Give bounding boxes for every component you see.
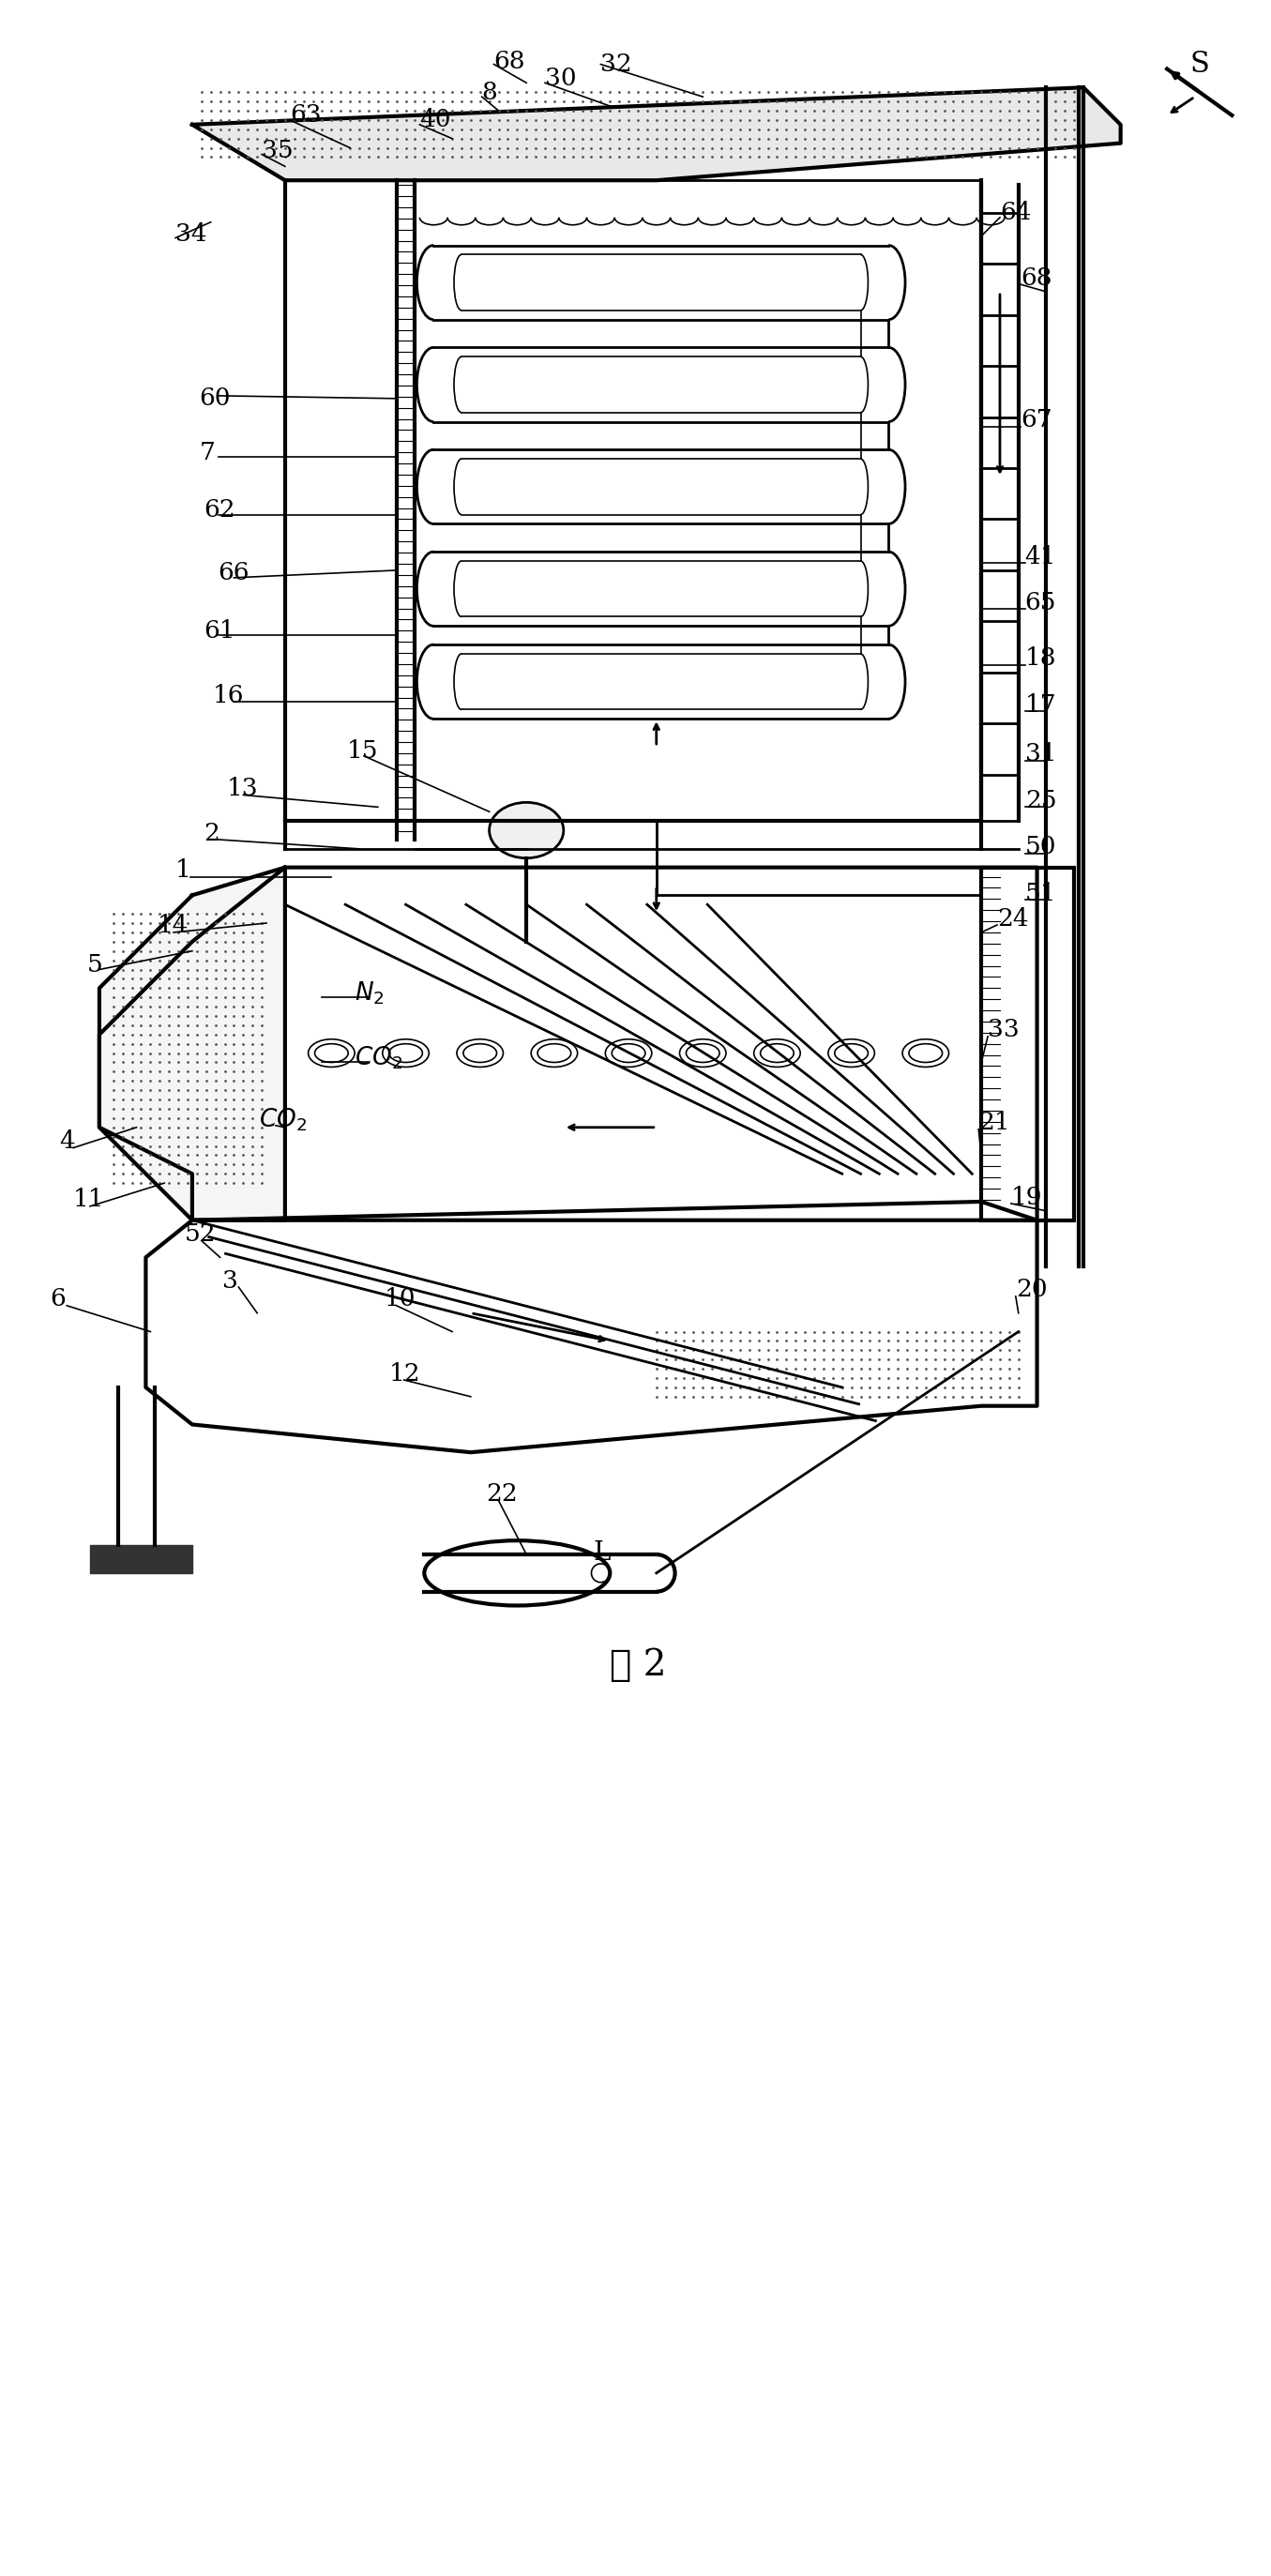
Text: 3: 3 — [222, 1270, 238, 1293]
Bar — [981, 868, 1074, 1221]
Text: 65: 65 — [1024, 590, 1056, 616]
Text: 24: 24 — [998, 907, 1028, 930]
Polygon shape — [192, 88, 1121, 180]
Text: 13: 13 — [226, 778, 258, 801]
Text: 64: 64 — [1000, 201, 1031, 224]
Text: 52: 52 — [184, 1224, 216, 1247]
Text: 7: 7 — [200, 440, 216, 464]
Text: 21: 21 — [979, 1110, 1010, 1133]
Polygon shape — [99, 868, 285, 1221]
Text: 14: 14 — [156, 914, 188, 938]
Text: 40: 40 — [419, 108, 451, 131]
Text: 30: 30 — [545, 67, 577, 90]
Text: 17: 17 — [1024, 693, 1056, 716]
Text: 66: 66 — [219, 562, 249, 585]
Text: 34: 34 — [175, 222, 207, 245]
Text: 63: 63 — [290, 103, 322, 126]
Text: 60: 60 — [198, 386, 230, 410]
Text: 2: 2 — [203, 822, 219, 845]
Text: $CO_2$: $CO_2$ — [355, 1043, 403, 1072]
Text: 35: 35 — [262, 139, 294, 162]
Text: 6: 6 — [50, 1288, 66, 1311]
Text: 68: 68 — [494, 49, 525, 72]
Text: 图 2: 图 2 — [610, 1649, 666, 1682]
Text: 12: 12 — [389, 1363, 421, 1386]
Text: 61: 61 — [203, 618, 235, 641]
Text: 16: 16 — [212, 683, 244, 708]
Text: 31: 31 — [1024, 742, 1056, 765]
Text: S: S — [1190, 49, 1210, 80]
Ellipse shape — [489, 801, 563, 858]
Text: 4: 4 — [60, 1128, 75, 1154]
Text: 18: 18 — [1024, 647, 1056, 670]
Text: 5: 5 — [88, 953, 103, 976]
Text: 50: 50 — [1024, 835, 1056, 858]
Text: 8: 8 — [482, 80, 497, 103]
Text: $CO_2$: $CO_2$ — [259, 1108, 308, 1133]
Text: 25: 25 — [1024, 788, 1056, 811]
Text: 32: 32 — [601, 52, 633, 77]
Text: 51: 51 — [1024, 881, 1056, 904]
Text: 33: 33 — [988, 1018, 1019, 1041]
Text: 67: 67 — [1021, 407, 1052, 433]
Text: L: L — [594, 1540, 610, 1566]
Text: 20: 20 — [1016, 1278, 1047, 1301]
Text: 41: 41 — [1024, 544, 1056, 569]
Text: 68: 68 — [1021, 265, 1051, 289]
Text: 11: 11 — [74, 1188, 104, 1211]
Text: $N_2$: $N_2$ — [355, 979, 384, 1007]
Text: 15: 15 — [347, 739, 379, 762]
Text: 62: 62 — [203, 497, 235, 523]
Polygon shape — [90, 1546, 192, 1574]
Text: 1: 1 — [175, 858, 191, 881]
Text: 10: 10 — [384, 1288, 416, 1311]
Text: 19: 19 — [1010, 1185, 1042, 1208]
Text: 22: 22 — [487, 1481, 519, 1507]
